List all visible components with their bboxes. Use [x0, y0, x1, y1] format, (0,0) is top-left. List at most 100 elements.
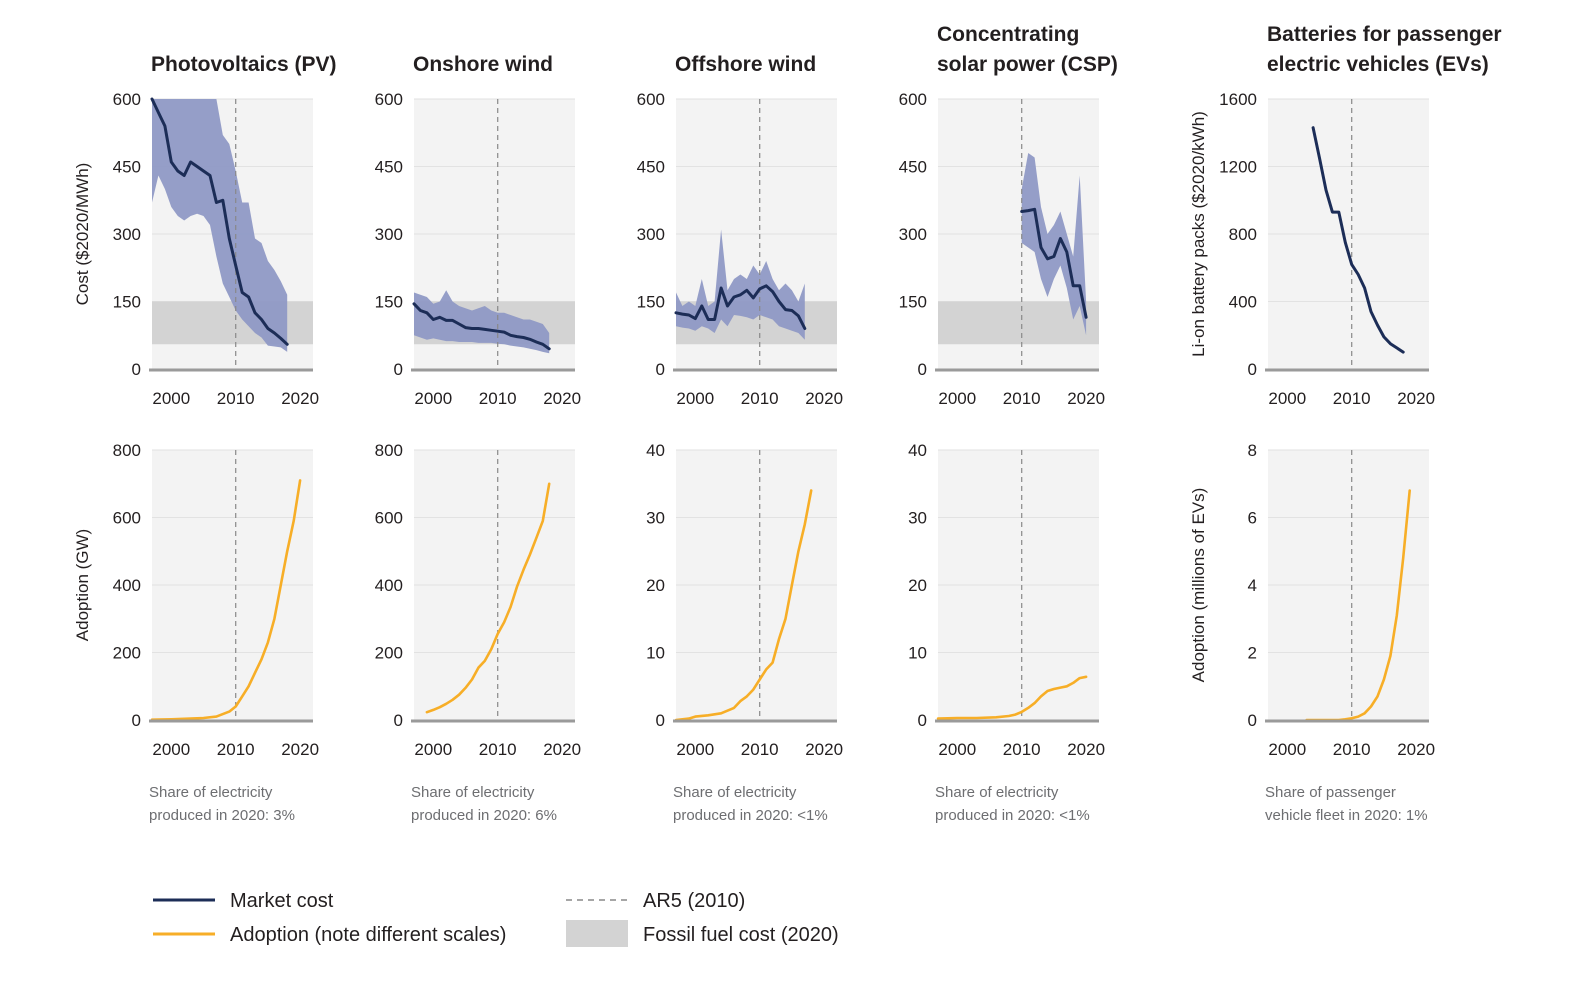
x-tick-label: 2010 [217, 389, 255, 408]
y-tick-label: 200 [375, 644, 403, 663]
panel-title: Offshore wind [675, 53, 816, 76]
panel-title: Batteries for passenger [1267, 23, 1502, 46]
y-tick-label: 6 [1248, 509, 1257, 528]
adoption-plot: 0 10 20 30 40 2000 2010 2020 [908, 441, 1105, 759]
y-tick-label: 150 [375, 293, 403, 312]
market-cost-line [1020, 207, 1088, 319]
y-tick-label: 800 [113, 441, 141, 460]
y-axis-label: Cost ($2020/MWh) [73, 163, 92, 306]
y-tick-label: 300 [113, 225, 141, 244]
y-tick-label: 600 [375, 90, 403, 109]
panel-note: produced in 2020: <1% [673, 807, 828, 824]
y-tick-label: 30 [908, 509, 927, 528]
y-tick-label: 450 [899, 158, 927, 177]
panel-note: produced in 2020: <1% [935, 807, 1090, 824]
adoption-line [150, 479, 302, 722]
y-axis-label: Adoption (millions of EVs) [1189, 488, 1208, 683]
x-tick-label: 2010 [1003, 740, 1041, 759]
cost-range-band [676, 229, 805, 340]
y-tick-label: 600 [113, 509, 141, 528]
legend-adoption-label: Adoption (note different scales) [230, 924, 506, 946]
y-tick-label: 450 [637, 158, 665, 177]
y-tick-label: 0 [132, 360, 141, 379]
x-tick-label: 2000 [414, 389, 452, 408]
cost-range-band [152, 99, 288, 352]
x-tick-label: 2010 [741, 389, 779, 408]
adoption-plot: 0 2 4 6 8 2000 2010 2020 Adoption (millions of E… [1189, 441, 1435, 759]
x-tick-label: 2010 [1333, 389, 1371, 408]
market-cost-line [674, 284, 807, 330]
panel-note: produced in 2020: 6% [411, 807, 557, 824]
y-tick-label: 450 [113, 158, 141, 177]
y-tick-label: 600 [899, 90, 927, 109]
panel-note: produced in 2020: 3% [149, 807, 295, 824]
y-tick-label: 800 [1229, 225, 1257, 244]
x-tick-label: 2010 [479, 740, 517, 759]
x-tick-label: 2020 [1397, 740, 1435, 759]
x-tick-label: 2000 [938, 740, 976, 759]
market-cost-line [1311, 126, 1405, 354]
y-axis-label: Adoption (GW) [73, 529, 92, 641]
y-tick-label: 150 [113, 293, 141, 312]
y-axis-label: Li-on battery packs ($2020/kWh) [1189, 111, 1208, 357]
x-tick-label: 2000 [1268, 740, 1306, 759]
y-tick-label: 40 [646, 441, 665, 460]
x-tick-label: 2010 [1333, 740, 1371, 759]
y-tick-label: 600 [375, 509, 403, 528]
panel-onshore: Onshore wind 0 150 300 450 600 2000 2010 2020 0 20… [375, 53, 581, 824]
cost-plot: 0 150 300 450 600 2000 2010 2020 Cost ($2020/MWh… [73, 90, 319, 408]
x-tick-label: 2000 [938, 389, 976, 408]
market-cost-line [150, 97, 289, 346]
y-tick-label: 0 [394, 360, 403, 379]
panel-title: Onshore wind [413, 53, 553, 76]
panel-offshore: Offshore wind 0 150 300 450 600 2000 2010 2020 0 1… [637, 53, 843, 824]
adoption-plot: 0 10 20 30 40 2000 2010 2020 [646, 441, 843, 759]
adoption-line [936, 675, 1088, 720]
x-tick-label: 2000 [414, 740, 452, 759]
y-tick-label: 8 [1248, 441, 1257, 460]
x-tick-label: 2000 [152, 389, 190, 408]
x-tick-label: 2020 [543, 389, 581, 408]
y-tick-label: 0 [1248, 711, 1257, 730]
y-tick-label: 0 [656, 711, 665, 730]
y-tick-label: 600 [637, 90, 665, 109]
y-tick-label: 4 [1248, 576, 1257, 595]
y-tick-label: 0 [656, 360, 665, 379]
y-tick-label: 0 [918, 360, 927, 379]
y-tick-label: 1200 [1219, 158, 1257, 177]
x-tick-label: 2020 [281, 389, 319, 408]
cost-range-band [1021, 153, 1087, 336]
adoption-plot: 0 200 400 600 800 2000 2010 2020 Adoption (GW) [73, 441, 319, 759]
y-tick-label: 300 [899, 225, 927, 244]
panel-note: vehicle fleet in 2020: 1% [1265, 807, 1428, 824]
y-tick-label: 0 [918, 711, 927, 730]
x-tick-label: 2020 [805, 740, 843, 759]
x-tick-label: 2020 [543, 740, 581, 759]
cost-plot: 0 150 300 450 600 2000 2010 2020 [899, 90, 1105, 408]
y-tick-label: 0 [394, 711, 403, 730]
y-tick-label: 10 [908, 644, 927, 663]
y-tick-label: 150 [637, 293, 665, 312]
cost-plot: 0 400 800 1200 1600 2000 2010 2020 Li-on battery… [1189, 90, 1435, 408]
y-tick-label: 2 [1248, 644, 1257, 663]
fossil-fuel-cost-band [152, 301, 313, 345]
panel-note: Share of electricity [673, 784, 797, 801]
y-tick-label: 20 [908, 576, 927, 595]
y-tick-label: 800 [375, 441, 403, 460]
y-tick-label: 30 [646, 509, 665, 528]
y-tick-label: 400 [1229, 293, 1257, 312]
x-tick-label: 2010 [1003, 389, 1041, 408]
legend-market-cost-label: Market cost [230, 890, 334, 912]
x-tick-label: 2010 [741, 740, 779, 759]
panel-note: Share of electricity [411, 784, 535, 801]
y-tick-label: 150 [899, 293, 927, 312]
market-cost-line [412, 302, 551, 351]
y-tick-label: 300 [637, 225, 665, 244]
x-tick-label: 2020 [1067, 389, 1105, 408]
x-tick-label: 2020 [281, 740, 319, 759]
y-tick-label: 200 [113, 644, 141, 663]
panel-note: Share of electricity [149, 784, 273, 801]
